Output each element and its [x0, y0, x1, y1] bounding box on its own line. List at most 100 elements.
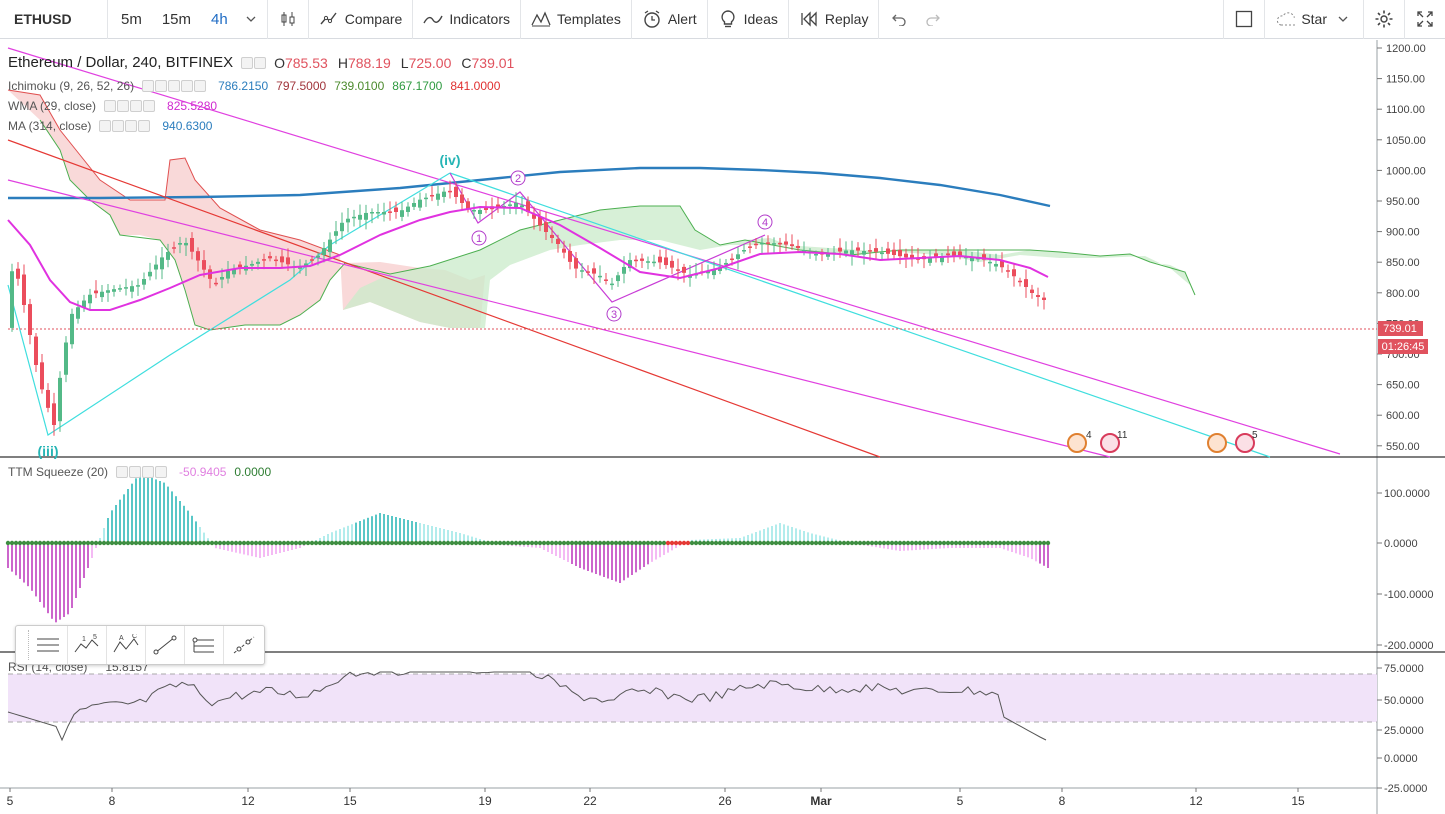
- horizontal-lines-tool[interactable]: [29, 626, 68, 664]
- squeeze-dot: [785, 540, 791, 546]
- squeeze-dot: [369, 540, 375, 546]
- squeeze-dot: [565, 540, 571, 546]
- study-buttons[interactable]: [104, 100, 156, 112]
- candle-body: [280, 256, 284, 263]
- squeeze-dot: [997, 540, 1003, 546]
- open-label: O: [274, 54, 285, 71]
- trend-line-icon: [153, 635, 177, 655]
- candle-body: [28, 304, 32, 335]
- event-flag-2[interactable]: 11: [1100, 430, 1128, 453]
- squeeze-dot: [561, 540, 567, 546]
- time-axis[interactable]: 5 8 12 15 19 22 26 Mar 5 8 12 15: [7, 788, 1305, 808]
- squeeze-dot: [165, 540, 171, 546]
- squeeze-dot: [181, 540, 187, 546]
- candle-body: [118, 288, 122, 290]
- squeeze-dot: [333, 540, 339, 546]
- interval-15m[interactable]: 15m: [161, 10, 192, 28]
- candle-body: [520, 205, 524, 208]
- ideas-button[interactable]: Ideas: [708, 0, 789, 39]
- event-flag-1[interactable]: 4: [1067, 430, 1092, 453]
- redo-icon[interactable]: [923, 9, 943, 29]
- study-buttons[interactable]: [142, 80, 207, 92]
- squeeze-dot: [945, 540, 951, 546]
- squeeze-dot: [741, 540, 747, 546]
- study-buttons[interactable]: [99, 120, 151, 132]
- svg-text:4: 4: [1086, 430, 1092, 441]
- drag-handle[interactable]: [19, 630, 29, 660]
- squeeze-dot: [353, 540, 359, 546]
- layout-button[interactable]: [1223, 0, 1266, 39]
- rsi-axis[interactable]: 75.0000 50.0000 25.0000 0.0000 -25.0000: [1377, 663, 1427, 795]
- squeeze-dot: [485, 540, 491, 546]
- settings-button[interactable]: [1364, 0, 1405, 39]
- candle-body: [1000, 260, 1004, 268]
- chart-type-button[interactable]: [268, 0, 309, 39]
- study-buttons[interactable]: [116, 466, 168, 478]
- ttm-axis[interactable]: 100.0000 0.0000 -100.0000 -200.0000: [1377, 488, 1434, 652]
- candle-body: [622, 266, 626, 274]
- chart-area[interactable]: (iv) (iii) 1 2 3 4 4 11 5 1200.00 1150.00…: [0, 40, 1445, 814]
- candle-body: [958, 251, 962, 257]
- squeeze-dot: [105, 540, 111, 546]
- legend-buttons[interactable]: [241, 56, 267, 69]
- chart-canvas[interactable]: (iv) (iii) 1 2 3 4 4 11 5 1200.001150.00…: [0, 40, 1445, 814]
- squeeze-dot: [397, 540, 403, 546]
- fullscreen-button[interactable]: [1405, 0, 1445, 39]
- candle-body: [496, 204, 500, 208]
- squeeze-dot: [253, 540, 259, 546]
- squeeze-dot: [873, 540, 879, 546]
- alert-button[interactable]: Alert: [632, 0, 708, 39]
- interval-5m[interactable]: 5m: [121, 10, 142, 28]
- squeeze-dot: [645, 540, 651, 546]
- candle-body: [298, 267, 302, 269]
- ray-tool[interactable]: [224, 626, 263, 664]
- squeeze-dot: [573, 540, 579, 546]
- undo-icon[interactable]: [889, 9, 909, 29]
- event-flag-3[interactable]: [1207, 433, 1227, 453]
- pitchfork-tool[interactable]: [185, 626, 224, 664]
- squeeze-dot: [193, 540, 199, 546]
- ttm-legend[interactable]: TTM Squeeze (20) -50.9405 0.0000: [8, 465, 271, 479]
- candle-body: [196, 251, 200, 261]
- compare-button[interactable]: Compare: [309, 0, 414, 39]
- candle-body: [796, 245, 800, 248]
- trend-line-tool[interactable]: [146, 626, 185, 664]
- squeeze-dot: [977, 540, 983, 546]
- time-tick-label: 8: [1059, 794, 1066, 808]
- squeeze-dot: [5, 540, 11, 546]
- squeeze-dot: [805, 540, 811, 546]
- ichimoku-legend[interactable]: Ichimoku (9, 26, 52, 26) 786.2150 797.50…: [8, 79, 500, 93]
- candle-body: [100, 291, 104, 298]
- time-tick-label: 15: [343, 794, 357, 808]
- chevron-down-icon[interactable]: [241, 9, 261, 29]
- candle-body: [538, 216, 542, 226]
- squeeze-dot: [861, 540, 867, 546]
- compare-icon: [319, 9, 339, 29]
- squeeze-dot: [233, 540, 239, 546]
- squeeze-dot: [17, 540, 23, 546]
- price-tick-label: 850.00: [1386, 257, 1420, 269]
- candle-body: [658, 256, 662, 263]
- star-label: Star: [1301, 11, 1327, 27]
- wma-legend[interactable]: WMA (29, close) 825.5280: [8, 99, 217, 113]
- candle-body: [898, 250, 902, 257]
- squeeze-dot: [721, 540, 727, 546]
- candle-body: [352, 216, 356, 219]
- candle-body: [250, 263, 254, 266]
- candle-body: [724, 262, 728, 265]
- candle-body: [76, 307, 80, 319]
- ichimoku-v4: 867.1700: [392, 79, 443, 93]
- star-button[interactable]: Star: [1265, 0, 1364, 39]
- indicators-button[interactable]: Indicators: [413, 0, 522, 39]
- ichimoku-v5: 841.0000: [450, 79, 501, 93]
- interval-4h[interactable]: 4h: [211, 10, 228, 28]
- event-flag-4[interactable]: 5: [1235, 430, 1258, 453]
- symbol-search[interactable]: ETHUSD: [0, 0, 108, 39]
- replay-button[interactable]: Replay: [789, 0, 880, 39]
- wave-circle-2: 2: [510, 170, 526, 186]
- ma-legend[interactable]: MA (314, close) 940.6300: [8, 119, 212, 133]
- templates-button[interactable]: Templates: [521, 0, 632, 39]
- squeeze-dot: [13, 540, 19, 546]
